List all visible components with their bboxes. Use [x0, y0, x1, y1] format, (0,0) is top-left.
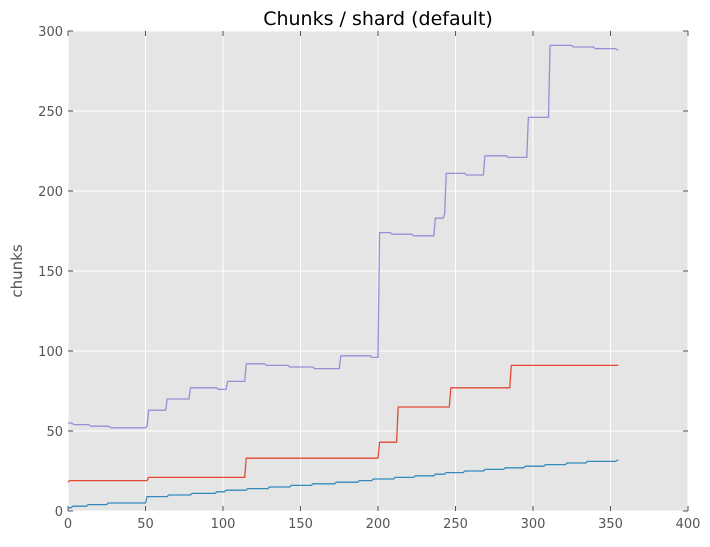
y-tick-label: 250: [38, 105, 63, 120]
y-tick-labels: 0 50 100 150 200 250 300: [38, 25, 63, 520]
x-tick-label: 150: [288, 517, 313, 532]
y-tick-label: 100: [38, 345, 63, 360]
chart-title: Chunks / shard (default): [263, 8, 493, 30]
y-tick-label: 200: [38, 185, 63, 200]
x-tick-label: 400: [676, 517, 701, 532]
x-tick-label: 200: [366, 517, 391, 532]
x-tick-label: 300: [521, 517, 546, 532]
y-axis-label: chunks: [8, 244, 26, 297]
x-tick-labels: 0 50 100 150 200 250 300 350 400: [64, 517, 701, 532]
tick-marks: [67, 30, 689, 512]
series-line-2: [67, 364, 619, 483]
y-tick-label: 150: [38, 265, 63, 280]
x-tick-label: 100: [211, 517, 236, 532]
y-tick-label: 50: [46, 425, 63, 440]
y-tick-label: 300: [38, 25, 63, 40]
y-tick-label: 0: [55, 505, 63, 520]
x-tick-label: 350: [598, 517, 623, 532]
x-tick-label: 50: [137, 517, 154, 532]
series-lines: [67, 44, 619, 509]
x-tick-label: 0: [64, 517, 72, 532]
x-tick-label: 250: [443, 517, 468, 532]
series-line-3: [68, 459, 619, 509]
series-line-1: [68, 44, 619, 429]
